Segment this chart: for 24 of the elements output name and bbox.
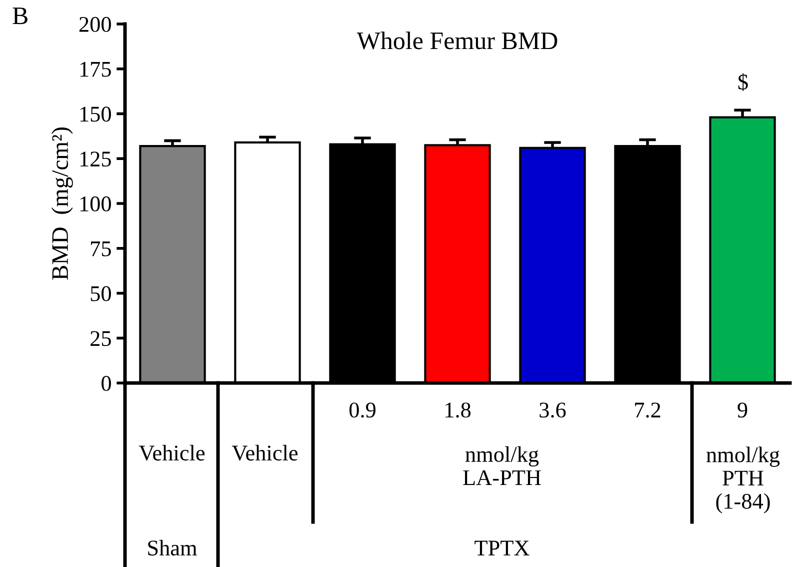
annotation: $ bbox=[738, 73, 748, 92]
y-tick-label: 150 bbox=[80, 106, 111, 122]
y-tick-label: 50 bbox=[90, 286, 111, 302]
text: TPTX bbox=[474, 540, 530, 556]
text: nmol/kg LA-PTH bbox=[463, 446, 541, 485]
y-tick-label: 75 bbox=[91, 242, 111, 256]
y-axis-title: BMD (mg/cm²) bbox=[51, 128, 73, 280]
y-tick-label: 25 bbox=[90, 331, 111, 346]
text: B bbox=[12, 8, 28, 24]
text: Sham bbox=[148, 540, 197, 556]
chart-title: Whole Femur BMD bbox=[356, 32, 558, 50]
text: nmol/kg PTH (1-84) bbox=[706, 446, 780, 514]
y-tick-label: 200 bbox=[79, 16, 111, 32]
x-tick-label: 1.8 bbox=[446, 402, 471, 418]
y-tick-label: 0 bbox=[102, 376, 111, 391]
x-tick-label: 9 bbox=[738, 402, 748, 418]
x-tick-label: 3.6 bbox=[540, 402, 566, 418]
y-tick-label: 175 bbox=[80, 62, 111, 77]
text: Vehicle bbox=[232, 444, 298, 461]
x-tick-label: 0.9 bbox=[349, 402, 376, 418]
x-tick-label: 7.2 bbox=[635, 402, 660, 418]
y-tick-label: 125 bbox=[80, 152, 111, 167]
text: Vehicle bbox=[138, 444, 205, 461]
y-tick-label: 100 bbox=[80, 196, 111, 212]
